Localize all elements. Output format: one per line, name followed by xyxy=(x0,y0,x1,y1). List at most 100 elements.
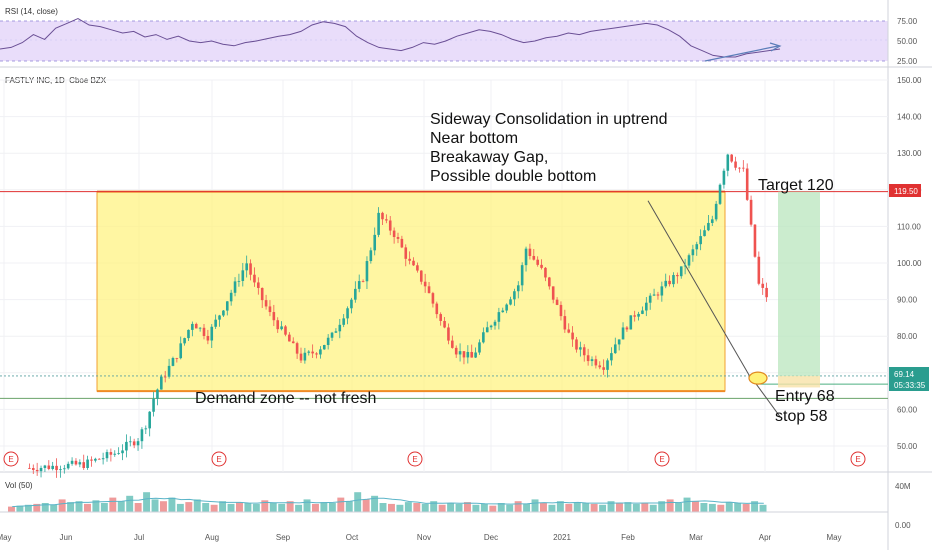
volume-bar xyxy=(556,501,564,512)
candle-body xyxy=(66,463,70,469)
volume-bar xyxy=(50,504,58,512)
rsi-tick: 25.00 xyxy=(897,57,918,66)
price-tick: 60.00 xyxy=(897,405,918,414)
candle-body xyxy=(602,367,605,370)
candle-body xyxy=(175,358,179,359)
time-tick: Sep xyxy=(276,533,291,542)
candle-body xyxy=(326,337,330,346)
volume-bar xyxy=(734,503,742,512)
candle-body xyxy=(311,351,314,354)
earnings-marker xyxy=(850,451,866,467)
candle-body xyxy=(354,288,357,300)
candle-body xyxy=(668,280,671,285)
volume-bar xyxy=(134,503,142,512)
candle-body xyxy=(621,327,625,340)
rsi-pane: RSI (14, close) 75.00 50.00 25.00 xyxy=(0,7,918,66)
volume-bar xyxy=(328,503,336,512)
volume-bar xyxy=(548,504,556,512)
candle-body xyxy=(299,353,303,361)
stop-pointer-line[interactable] xyxy=(755,383,781,418)
thesis-annotation[interactable]: Sideway Consolidation in uptrend Near bo… xyxy=(430,111,667,185)
price-tick: 80.00 xyxy=(897,332,918,341)
candle-body xyxy=(726,154,730,171)
candle-body xyxy=(132,441,136,446)
volume-bar xyxy=(413,503,421,512)
candle-body xyxy=(163,376,167,378)
candle-body xyxy=(423,281,427,287)
earnings-label: E xyxy=(216,455,221,464)
price-tick: 90.00 xyxy=(897,296,918,305)
demand-annotation[interactable]: Demand zone -- not fresh xyxy=(195,390,376,407)
candle-body xyxy=(567,329,571,333)
rsi-trend-arrow[interactable] xyxy=(704,45,779,62)
candle-body xyxy=(381,212,384,220)
volume-bar xyxy=(455,503,463,512)
candle-body xyxy=(664,280,668,287)
candle-body xyxy=(544,267,547,278)
candle-body xyxy=(198,327,202,329)
profit-zone[interactable] xyxy=(778,191,820,376)
target-annotation[interactable]: Target 120 xyxy=(758,177,834,194)
time-tick: Oct xyxy=(346,533,359,542)
stop-annotation[interactable]: stop 58 xyxy=(775,408,828,425)
candle-body xyxy=(419,270,423,282)
candle-body xyxy=(206,335,210,341)
candle-body xyxy=(582,347,586,356)
entry-zone[interactable] xyxy=(778,375,820,388)
volume-bar xyxy=(658,501,666,512)
volume-bar xyxy=(16,505,24,512)
volume-bar xyxy=(590,503,598,512)
candle-body xyxy=(253,274,256,283)
downtrend-line[interactable] xyxy=(647,200,753,381)
candle-body xyxy=(466,351,470,358)
volume-bar xyxy=(185,502,193,512)
candle-body xyxy=(703,230,706,237)
candle-body xyxy=(303,352,307,361)
volume-bar xyxy=(312,503,319,512)
volume-bar xyxy=(683,497,691,512)
candle-body xyxy=(128,441,132,443)
candle-body xyxy=(369,250,373,262)
volume-bar xyxy=(160,501,167,512)
candle-body xyxy=(645,302,648,311)
earnings-marker xyxy=(407,451,423,467)
volume-bar xyxy=(607,501,615,512)
volume-bar xyxy=(269,503,277,512)
volume-bar xyxy=(371,495,379,512)
candle-body xyxy=(385,219,388,221)
volume-bar xyxy=(193,499,201,512)
earnings-marker xyxy=(3,451,19,467)
volume-bar xyxy=(649,504,657,512)
volume-bar xyxy=(8,506,15,512)
candle-body xyxy=(559,304,563,317)
time-tick: Feb xyxy=(621,533,635,542)
volume-bar xyxy=(641,503,649,512)
candle-body xyxy=(412,260,415,266)
thesis-line: Possible double bottom xyxy=(430,168,596,185)
target-price-tag xyxy=(889,184,921,197)
volume-bar xyxy=(447,503,455,512)
candle-body xyxy=(648,295,652,303)
candle-body xyxy=(28,467,31,469)
candle-body xyxy=(536,259,539,265)
candle-body xyxy=(97,458,101,460)
entry-marker[interactable] xyxy=(748,371,768,385)
candle-body xyxy=(598,365,602,368)
candle-body xyxy=(307,351,311,353)
candle-body xyxy=(765,287,768,298)
consolidation-zone[interactable] xyxy=(96,191,726,392)
candle-body xyxy=(288,334,291,342)
volume-label: Vol (50) xyxy=(5,481,33,490)
candle-body xyxy=(695,244,699,250)
volume-bar xyxy=(404,502,412,512)
entry-annotation[interactable]: Entry 68 xyxy=(775,388,835,405)
volume-bar xyxy=(692,501,699,512)
volume-bar xyxy=(117,501,125,512)
candle-body xyxy=(191,323,194,330)
earnings-label: E xyxy=(412,455,417,464)
candle-body xyxy=(629,315,633,330)
volume-bar xyxy=(599,504,607,512)
candle-body xyxy=(388,220,392,231)
candle-body xyxy=(342,318,345,325)
